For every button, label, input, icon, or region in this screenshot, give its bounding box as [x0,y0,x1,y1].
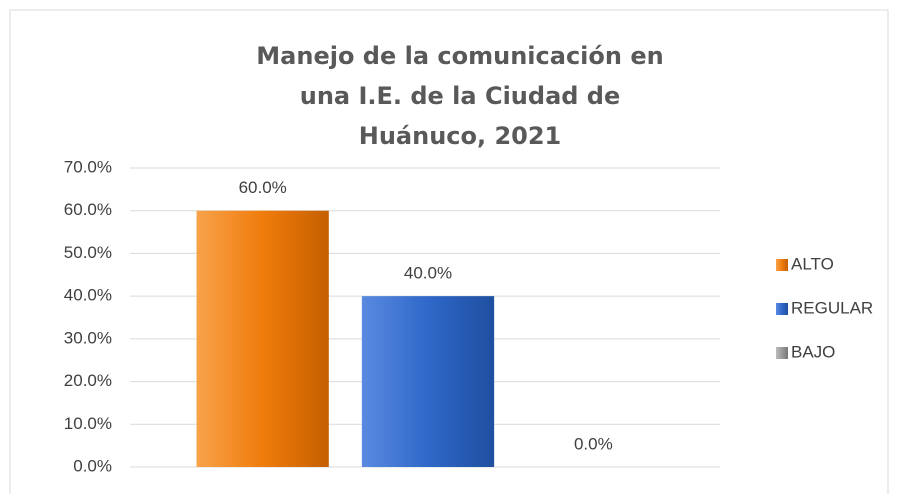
bar [361,296,495,467]
bar [196,210,329,467]
legend-label: BAJO [791,342,835,361]
legend-label: REGULAR [791,298,873,317]
y-tick-label: 10.0% [64,414,112,433]
y-tick-label: 60.0% [64,200,112,219]
legend-swatch [776,259,788,271]
y-tick-label: 0.0% [73,456,112,475]
y-tick-label: 20.0% [64,371,112,390]
data-label: 0.0% [574,434,613,453]
legend-swatch [776,303,788,315]
y-tick-label: 30.0% [64,328,112,347]
data-label: 60.0% [239,178,287,197]
y-tick-label: 40.0% [64,286,112,305]
legend-swatch [776,347,788,359]
chart-title: Manejo de la comunicación en una I.E. de… [256,42,664,150]
y-tick-label: 70.0% [64,157,112,176]
data-label: 40.0% [404,264,452,283]
y-tick-label: 50.0% [64,243,112,262]
frame [9,9,889,494]
legend-label: ALTO [791,254,834,273]
